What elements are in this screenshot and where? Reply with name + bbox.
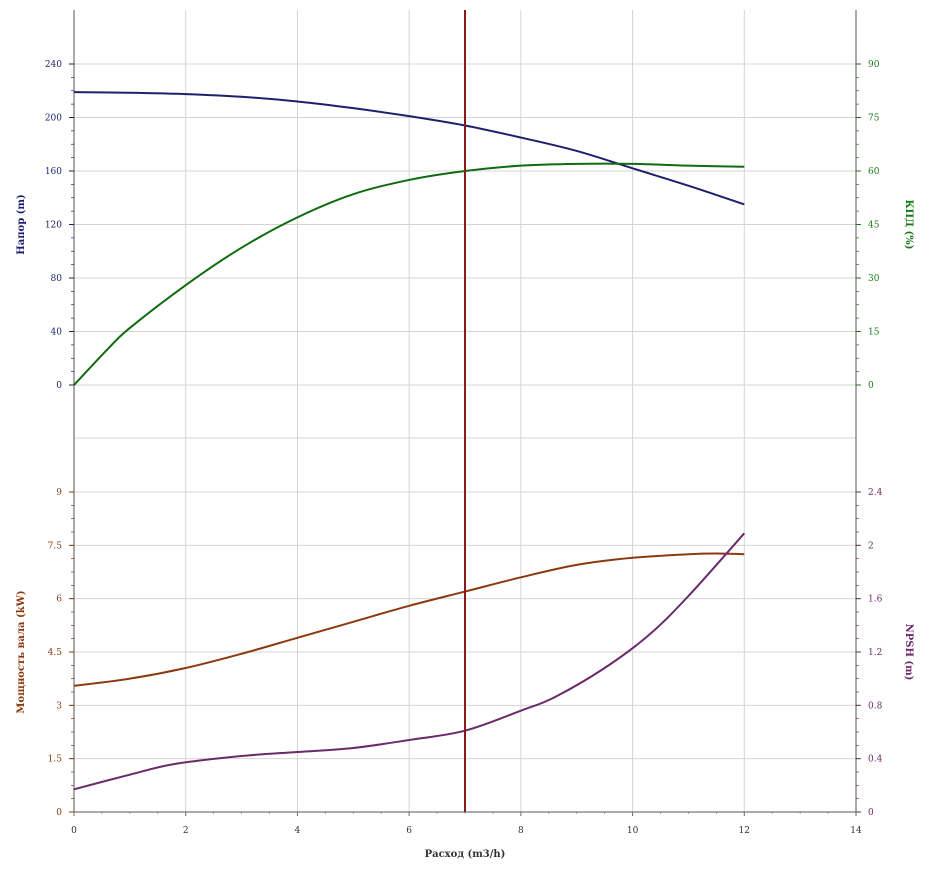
labels: 0 2 4 6 8 10 12 1404080120160200240015304560759…: [16, 60, 914, 836]
left-y-tick-label: 160: [45, 167, 62, 177]
x-axis-title: Расход (m3/h): [425, 849, 506, 860]
right-y-tick-label: 0: [868, 808, 874, 818]
left-y-tick-label: 240: [45, 60, 62, 70]
left-y-tick-label: 80: [51, 274, 63, 284]
right-y-tick-label: 15: [868, 328, 880, 338]
series-line-top-left: [73, 91, 745, 206]
x-tick-label: 10: [627, 826, 639, 836]
left-y-tick-label: 1.5: [48, 755, 63, 765]
right-y-tick-label: 2.4: [868, 488, 883, 498]
left-y-tick-label: 200: [45, 114, 62, 124]
series-line-bottom-right: [73, 532, 746, 791]
right-y-tick-label: 0.8: [868, 701, 883, 711]
left-y-tick-label: 0: [56, 381, 62, 391]
left-y-tick-label: 7.5: [48, 541, 63, 551]
x-tick-label: 6: [406, 826, 412, 836]
right-y-tick-label: 90: [868, 60, 880, 70]
series-line-bottom-left: [73, 552, 745, 687]
right-y-axis-title: КПД (%): [903, 200, 914, 250]
left-y-axis-title: Мощность вала (kW): [16, 590, 27, 713]
left-y-tick-label: 0: [56, 808, 62, 818]
right-y-tick-label: 60: [868, 167, 880, 177]
x-tick-label: 2: [183, 826, 189, 836]
x-tick-label: 0: [71, 826, 77, 836]
right-y-axis-title: NPSH (m): [903, 624, 914, 681]
left-y-tick-label: 120: [45, 221, 62, 231]
series-line-top-right: [73, 162, 745, 386]
right-y-tick-label: 0: [868, 381, 874, 391]
left-y-tick-label: 6: [56, 595, 62, 605]
x-tick-label: 4: [295, 826, 301, 836]
axes: [69, 10, 861, 816]
left-y-tick-label: 3: [56, 701, 62, 711]
right-y-tick-label: 30: [868, 274, 880, 284]
right-y-tick-label: 0.4: [868, 755, 883, 765]
left-y-tick-label: 4.5: [48, 648, 63, 658]
right-y-tick-label: 75: [868, 114, 880, 124]
right-y-tick-label: 1.2: [868, 648, 882, 658]
series: [73, 91, 746, 791]
left-y-axis-title: Напор (m): [16, 194, 27, 254]
x-tick-label: 14: [850, 826, 862, 836]
right-y-tick-label: 45: [868, 221, 880, 231]
right-y-tick-label: 2: [868, 541, 874, 551]
right-y-tick-label: 1.6: [868, 595, 883, 605]
left-y-tick-label: 40: [51, 328, 63, 338]
x-tick-label: 8: [518, 826, 524, 836]
left-y-tick-label: 9: [56, 488, 62, 498]
x-tick-label: 12: [739, 826, 750, 836]
